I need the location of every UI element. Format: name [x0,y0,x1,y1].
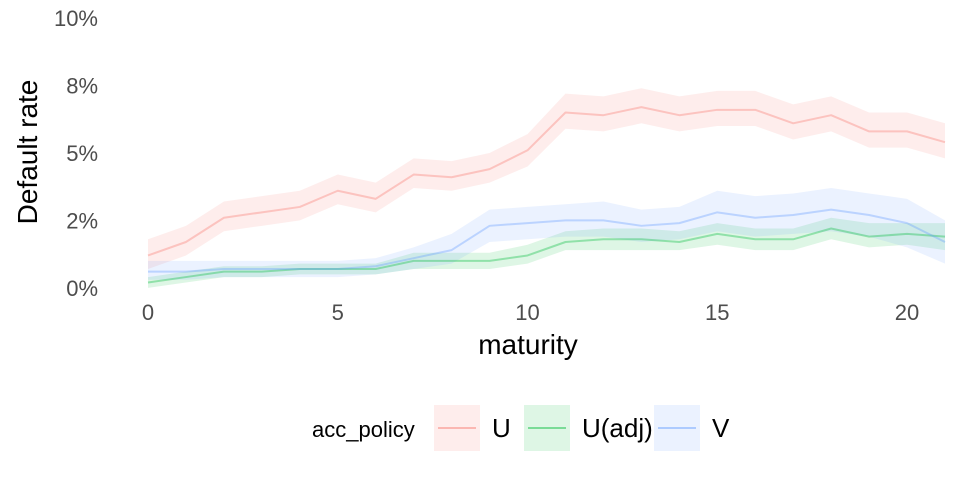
series-lines [147,106,946,284]
confidence-bands [148,88,945,288]
x-axis-ticks: 0 5 10 15 20 [142,300,919,325]
x-tick-label: 0 [142,300,154,325]
legend-label: U [492,413,511,443]
legend-item-u-adj: U(adj) [524,405,653,451]
legend-item-u: U [434,405,511,451]
legend-item-v: V [654,405,730,451]
series-line-u-adj [147,227,946,284]
band-u [148,88,945,269]
legend-title: acc_policy [312,417,415,442]
y-tick-label: 5% [66,141,98,166]
series-line-v [148,208,946,273]
legend-key-box [434,405,480,451]
legend-label: V [712,413,730,443]
y-tick-label: 10% [54,6,98,31]
x-tick-label: 15 [705,300,729,325]
y-tick-label: 8% [66,74,98,99]
x-tick-label: 20 [895,300,919,325]
x-axis-title: maturity [478,329,578,360]
legend-label: U(adj) [582,413,653,443]
x-tick-label: 10 [515,300,539,325]
legend: acc_policy U U(adj) V [312,405,730,451]
legend-key-box [524,405,570,451]
x-tick-label: 5 [332,300,344,325]
y-tick-label: 0% [66,276,98,301]
band-v [148,188,945,280]
y-tick-label: 2% [66,208,98,233]
band-u-adj [148,217,945,288]
series-line-u [147,106,946,257]
legend-key-box [654,405,700,451]
y-axis-title: Default rate [12,80,43,225]
y-axis-ticks: 0% 2% 5% 8% 10% [54,6,98,301]
